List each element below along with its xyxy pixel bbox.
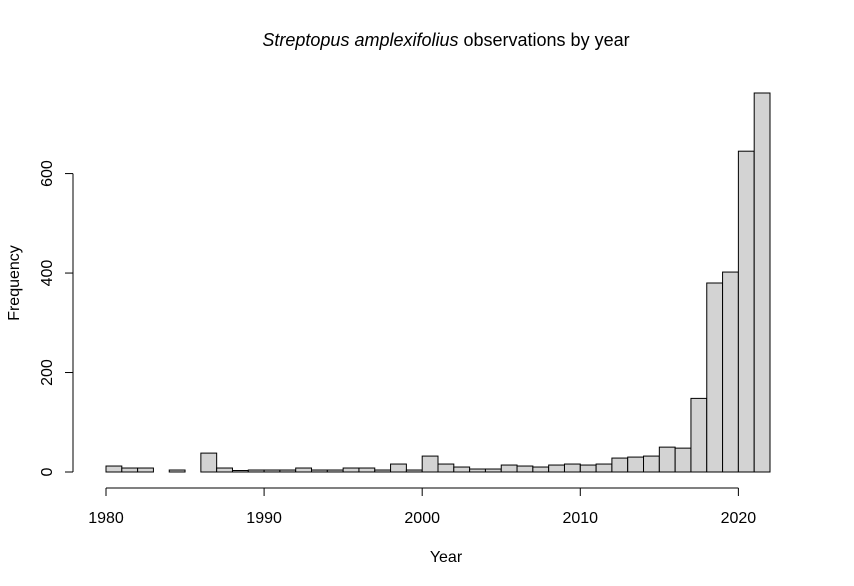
histogram-bar <box>674 447 692 473</box>
chart-title-suffix: observations by year <box>459 30 630 50</box>
histogram-bar <box>737 150 755 473</box>
histogram-bars <box>105 92 771 473</box>
histogram-bar <box>105 465 123 473</box>
histogram-bar <box>137 467 154 473</box>
histogram-bar <box>279 469 297 473</box>
y-axis-label: Frequency <box>6 245 23 321</box>
histogram-bar <box>611 457 629 473</box>
x-tick-label: 1990 <box>246 510 282 527</box>
histogram-bar <box>706 282 724 473</box>
histogram-bar <box>469 468 486 473</box>
histogram-bar <box>658 446 676 473</box>
histogram-bar <box>121 467 139 473</box>
x-tick-label: 2020 <box>721 510 757 527</box>
histogram-bar <box>390 463 407 473</box>
histogram-bar <box>532 466 550 473</box>
histogram-bar <box>216 467 233 473</box>
x-tick-label: 2000 <box>404 510 440 527</box>
histogram-bar <box>358 467 376 473</box>
histogram-bar <box>579 464 597 473</box>
histogram-bar <box>421 455 439 473</box>
chart-title: Streptopus amplexifolius observations by… <box>262 30 629 50</box>
histogram-bar <box>690 397 708 473</box>
x-axis: 1980 1990 2000 2010 2020 <box>88 487 757 527</box>
y-tick-label: 400 <box>39 260 56 287</box>
histogram-bar <box>563 463 581 473</box>
histogram-bar <box>722 271 739 473</box>
histogram-bar <box>516 465 534 473</box>
x-tick-label: 2010 <box>562 510 598 527</box>
histogram-bar <box>548 464 565 473</box>
histogram-bar <box>643 455 660 473</box>
histogram-bar <box>168 469 186 473</box>
x-axis-label: Year <box>430 549 463 566</box>
histogram-bar <box>595 463 613 473</box>
histogram-bar <box>342 467 360 473</box>
y-tick-label: 600 <box>39 160 56 187</box>
histogram-bar <box>500 464 518 473</box>
histogram-bar <box>263 469 281 473</box>
histogram-bar <box>326 469 344 473</box>
histogram-bar <box>453 466 471 473</box>
histogram-bar <box>753 92 771 473</box>
chart-title-species: Streptopus amplexifolius <box>262 30 458 50</box>
y-axis: 0 200 400 600 <box>39 160 74 476</box>
y-tick-label: 200 <box>39 359 56 386</box>
histogram-bar <box>247 469 265 473</box>
x-tick-label: 1980 <box>88 510 124 527</box>
histogram-bar <box>405 469 423 473</box>
histogram-bar <box>437 463 455 473</box>
histogram-bar <box>231 470 249 473</box>
histogram-bar <box>311 469 328 473</box>
histogram-bar <box>295 467 313 473</box>
histogram-bar <box>374 469 392 473</box>
histogram-bar <box>627 456 645 473</box>
y-tick-label: 0 <box>39 467 56 476</box>
histogram-bar <box>200 452 218 473</box>
histogram-bar <box>484 468 502 473</box>
